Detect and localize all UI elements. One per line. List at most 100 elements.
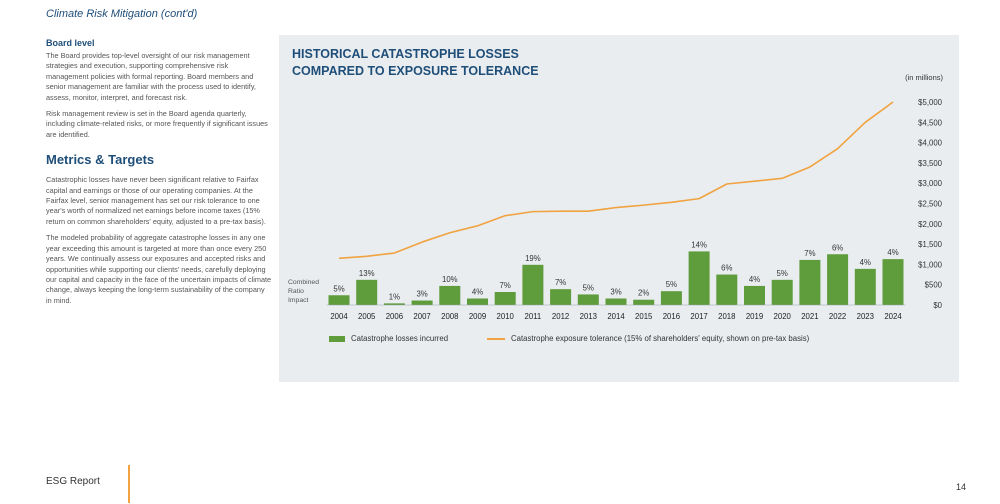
chart-plot: $0 $500 $1,000 $1,500 $2,000 $2,500 $3,000 $3,5… — [288, 98, 943, 321]
bar-label-2008: 10% — [442, 275, 458, 284]
y-tick-label-5: $2,500 — [918, 200, 943, 209]
x-tick-label-2019: 2019 — [746, 312, 763, 321]
x-tick-label-2016: 2016 — [663, 312, 680, 321]
legend-item-tolerance: Catastrophe exposure tolerance (15% of s… — [487, 334, 809, 343]
bar-2016 — [660, 291, 682, 305]
chart-panel: HISTORICAL CATASTROPHE LOSSES COMPARED T… — [279, 35, 959, 382]
x-tick-label-2020: 2020 — [774, 312, 792, 321]
bar-label-2020: 5% — [777, 269, 788, 278]
x-tick-label-2010: 2010 — [497, 312, 515, 321]
bar-label-2013: 5% — [583, 283, 594, 292]
units-note: (in millions) — [905, 73, 943, 82]
metrics-paragraph-1: Catastrophic losses have never been sign… — [46, 175, 266, 226]
legend-swatch-tolerance — [487, 337, 505, 340]
row-label-line-3: Impact — [288, 297, 309, 304]
bar-2014 — [605, 298, 627, 305]
x-tick-label-2017: 2017 — [690, 312, 707, 321]
bar-2013 — [577, 294, 599, 305]
bar-2006 — [383, 303, 405, 305]
x-tick-label-2005: 2005 — [358, 312, 376, 321]
bar-label-2007: 3% — [416, 290, 427, 299]
y-tick-label-9: $4,500 — [918, 118, 943, 127]
board-paragraph-1: The Board provides top-level oversight o… — [46, 51, 256, 102]
y-tick-label-2: $1,000 — [918, 260, 943, 269]
y-tick-label-8: $4,000 — [918, 139, 943, 148]
bar-label-2006: 1% — [389, 292, 400, 301]
x-tick-label-2014: 2014 — [607, 312, 625, 321]
bar-2022 — [827, 254, 849, 305]
x-tick-label-2018: 2018 — [718, 312, 735, 321]
row-label-line-1: Combined — [288, 279, 319, 286]
legend-item-losses: Catastrophe losses incurred — [329, 334, 448, 343]
bar-2009 — [467, 298, 488, 305]
bar-2007 — [411, 300, 433, 305]
bar-label-2015: 2% — [638, 289, 649, 298]
chart-title-line-2: COMPARED TO EXPOSURE TOLERANCE — [292, 64, 539, 78]
x-tick-label-2007: 2007 — [413, 312, 430, 321]
left-column: Board level The Board provides top-level… — [46, 38, 272, 312]
legend-label-losses: Catastrophe losses incurred — [351, 334, 449, 343]
x-tick-label-2013: 2013 — [580, 312, 597, 321]
x-tick-label-2024: 2024 — [884, 312, 902, 321]
x-tick-label-2008: 2008 — [441, 312, 458, 321]
y-tick-label-4: $2,000 — [918, 220, 943, 229]
bar-label-2018: 6% — [721, 264, 732, 273]
board-paragraph-2: Risk management review is set in the Boa… — [46, 109, 268, 139]
bar-2015 — [633, 299, 655, 305]
x-tick-label-2004: 2004 — [330, 312, 348, 321]
bar-label-2014: 3% — [610, 288, 621, 297]
chart-title: HISTORICAL CATASTROPHE LOSSES COMPARED T… — [292, 46, 539, 80]
bar-2005 — [356, 279, 378, 305]
x-tick-label-2012: 2012 — [552, 312, 569, 321]
legend-label-tolerance: Catastrophe exposure tolerance (15% of s… — [511, 334, 810, 343]
bar-label-2011: 19% — [525, 254, 541, 263]
x-tick-label-2022: 2022 — [829, 312, 846, 321]
bar-label-2024: 4% — [887, 248, 898, 257]
running-title: Climate Risk Mitigation (cont'd) — [46, 8, 198, 20]
metrics-targets-heading: Metrics & Targets — [46, 152, 155, 168]
tolerance-line — [338, 101, 894, 260]
y-tick-label-6: $3,000 — [918, 179, 943, 188]
x-tick-label-2011: 2011 — [525, 312, 542, 321]
footer-divider — [128, 465, 130, 503]
metrics-paragraph-2: The modeled probability of aggregate cat… — [46, 233, 272, 305]
x-tick-label-2021: 2021 — [801, 312, 818, 321]
bar-2019 — [744, 285, 765, 305]
bar-2010 — [494, 292, 516, 305]
bar-label-2022: 6% — [832, 243, 843, 252]
x-tick-label-2023: 2023 — [857, 312, 874, 321]
page-number: 14 — [955, 482, 966, 492]
board-level-heading: Board level — [46, 38, 95, 48]
bar-2021 — [799, 259, 821, 305]
footer-label: ESG Report — [46, 476, 100, 487]
x-tick-label-2006: 2006 — [386, 312, 403, 321]
bar-label-2010: 7% — [500, 281, 511, 290]
bar-2008 — [439, 285, 461, 305]
bar-2018 — [716, 274, 738, 305]
chart-title-line-1: HISTORICAL CATASTROPHE LOSSES — [292, 47, 519, 61]
bar-label-2009: 4% — [472, 288, 483, 297]
bar-2011 — [522, 264, 544, 305]
y-tick-label-7: $3,500 — [918, 159, 943, 168]
bar-2012 — [550, 289, 572, 305]
y-tick-label-0: $0 — [933, 301, 942, 310]
bar-label-2016: 5% — [666, 280, 677, 289]
bar-label-2019: 4% — [749, 275, 760, 284]
bar-label-2004: 5% — [333, 284, 344, 293]
bar-label-2017: 14% — [691, 240, 707, 249]
bar-label-2005: 13% — [359, 269, 375, 278]
y-tick-label-1: $500 — [925, 281, 943, 290]
bar-2023 — [854, 268, 876, 305]
bar-label-2012: 7% — [555, 278, 566, 287]
bar-2020 — [771, 279, 793, 305]
legend-swatch-losses — [329, 335, 345, 342]
y-tick-label-3: $1,500 — [918, 240, 943, 249]
bar-2017 — [688, 251, 710, 305]
bar-label-2023: 4% — [860, 258, 871, 267]
y-tick-label-10: $5,000 — [918, 98, 943, 107]
bar-label-2021: 7% — [804, 249, 815, 258]
row-label-line-2: Ratio — [288, 288, 304, 295]
x-tick-label-2009: 2009 — [469, 312, 486, 321]
bar-2024 — [882, 259, 904, 305]
x-tick-label-2015: 2015 — [635, 312, 653, 321]
